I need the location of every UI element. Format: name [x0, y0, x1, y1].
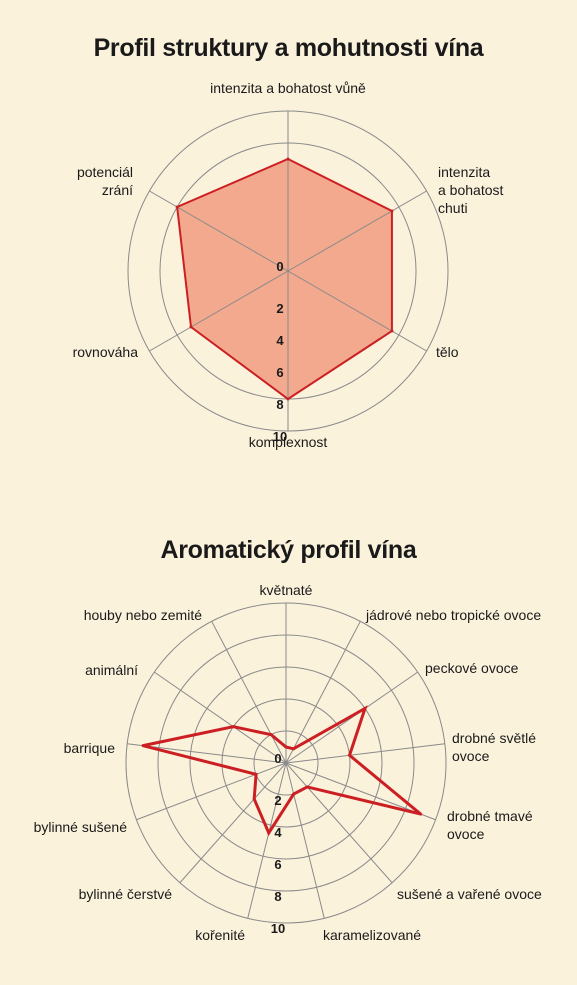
axis-label: sušené a vařené ovoce [397, 886, 542, 902]
data-point [305, 785, 309, 789]
axis-label: komplexnost [249, 434, 328, 450]
axis-label: drobné světlé ovoce [452, 730, 536, 764]
axis-spoke [211, 621, 287, 764]
tick-label: 6 [274, 857, 281, 872]
tick-label: 2 [274, 793, 281, 808]
data-point [390, 209, 394, 213]
tick-label: 10 [273, 429, 287, 444]
data-point [141, 744, 145, 748]
tick-label: 8 [276, 397, 283, 412]
data-point [292, 792, 296, 796]
axis-spoke [285, 743, 445, 764]
data-point [286, 397, 290, 401]
tick-label: 10 [271, 921, 285, 936]
axis-label: barrique [64, 740, 116, 756]
data-point [231, 725, 235, 729]
data-point [175, 205, 179, 209]
axis-label: intenzita a bohatost chuti [438, 164, 503, 216]
data-point [252, 797, 256, 801]
axis-spoke [247, 762, 287, 919]
data-point [254, 772, 258, 776]
series-polygon [142, 705, 422, 837]
data-point [390, 329, 394, 333]
data-point [189, 325, 193, 329]
data-point [284, 745, 288, 749]
data-point [291, 747, 295, 751]
axis-spoke [285, 762, 325, 919]
axis-label: bylinné čerstvé [79, 886, 173, 902]
axis-spoke [285, 621, 361, 764]
axis-label: potenciál zrání [77, 164, 133, 198]
data-point [419, 812, 423, 816]
axis-label: houby nebo zemité [84, 607, 203, 623]
chart-title-aroma: Aromatický profil vína [160, 536, 417, 564]
tick-label: 0 [276, 259, 283, 274]
axis-label: rovnováha [73, 344, 139, 360]
data-point [267, 831, 271, 835]
axis-label: animální [85, 662, 138, 678]
tick-label: 2 [276, 301, 283, 316]
axis-spoke [149, 190, 289, 272]
axis-spoke [285, 762, 393, 884]
axis-label: peckové ovoce [425, 660, 519, 676]
axis-label: karamelizované [323, 927, 421, 943]
axis-spoke [136, 762, 287, 821]
data-point [269, 733, 273, 737]
axis-spoke [287, 270, 427, 352]
axis-label: tělo [436, 344, 459, 360]
tick-label: 4 [274, 825, 282, 840]
axis-label: kořenité [195, 927, 245, 943]
data-point [286, 157, 290, 161]
axis-label: květnaté [260, 582, 313, 598]
structure-radar-chart: 0 2 4 6 8 10 intenzita a bohatost vůně intenzit… [73, 80, 504, 450]
tick-label: 0 [274, 751, 281, 766]
axis-label: intenzita a bohatost vůně [210, 80, 366, 96]
data-point [363, 706, 367, 710]
axis-label: bylinné sušené [34, 819, 128, 835]
axis-spoke [179, 762, 287, 884]
axis-spoke [287, 190, 427, 272]
axis-label: drobné tmavé ovoce [447, 808, 533, 842]
chart-title-structure: Profil struktury a mohutnosti vína [93, 34, 484, 62]
data-point [348, 753, 352, 757]
axis-spoke [149, 270, 289, 352]
tick-label: 4 [276, 333, 284, 348]
tick-label: 6 [276, 365, 283, 380]
axis-spoke [154, 671, 287, 764]
axis-label: jádrové nebo tropické ovoce [365, 607, 541, 623]
tick-label: 8 [274, 889, 281, 904]
